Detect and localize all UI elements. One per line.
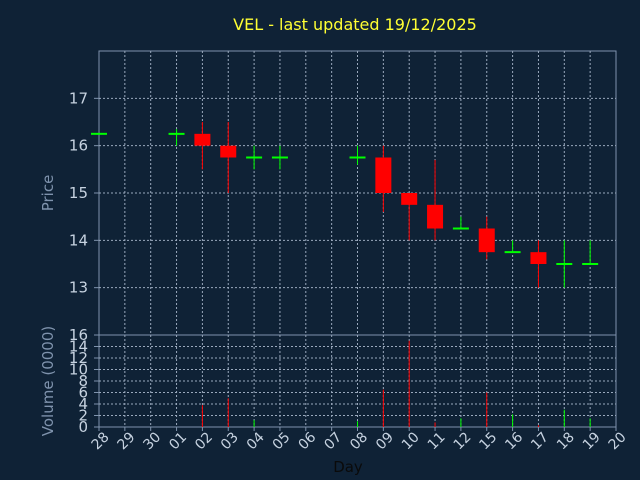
- x-tick-label: 04: [244, 429, 268, 453]
- y-axis-label: Price: [39, 175, 57, 212]
- candle-body: [427, 204, 444, 229]
- candle-body: [220, 145, 237, 158]
- tick-labels: 28 29 30 01 02 03 04 05 06 07 08 09 10 11 12 15 16 17 18 19…: [69, 89, 630, 453]
- x-tick-label: 12: [451, 429, 475, 453]
- price-tick-label: 15: [69, 184, 88, 202]
- x-tick-label: 06: [295, 429, 319, 453]
- candle-body: [530, 252, 547, 264]
- candle-body: [401, 193, 418, 205]
- price-tick-label: 14: [69, 231, 88, 249]
- price-tick-label: 17: [69, 89, 88, 107]
- price-tick-label: 16: [69, 137, 88, 155]
- volume-tick-label: 16: [69, 326, 88, 344]
- x-tick-label: 03: [218, 429, 242, 453]
- x-tick-label: 11: [425, 429, 449, 453]
- x-tick-label: 18: [554, 429, 578, 453]
- volume-bars: [201, 340, 591, 427]
- x-tick-label: 15: [476, 429, 500, 453]
- candle-body: [478, 228, 495, 253]
- x-tick-label: 29: [115, 429, 139, 453]
- volume-tick-label: 10: [69, 361, 88, 379]
- x-tick-label: 02: [192, 429, 216, 453]
- volume-tick-label: 2: [78, 407, 88, 425]
- volume-tick-label: 0: [78, 418, 88, 436]
- x-tick-label: 19: [580, 429, 604, 453]
- volume-tick-label: 4: [78, 395, 88, 413]
- x-tick-label: 20: [606, 429, 630, 453]
- volume-axis-label: Volume (0000): [39, 326, 57, 436]
- x-tick-label: 09: [373, 429, 397, 453]
- x-tick-label: 16: [502, 429, 526, 453]
- volume-tick-label: 14: [69, 338, 88, 356]
- volume-tick-label: 8: [78, 372, 88, 390]
- x-tick-label: 07: [321, 429, 345, 453]
- volume-tick-label: 6: [78, 384, 88, 402]
- x-axis-label: Day: [333, 458, 363, 476]
- x-tick-label: 17: [528, 429, 552, 453]
- x-tick-label: 05: [270, 429, 294, 453]
- x-tick-label: 28: [89, 429, 113, 453]
- x-tick-label: 08: [347, 429, 371, 453]
- x-tick-label: 01: [166, 429, 190, 453]
- candle-body: [375, 157, 392, 193]
- x-tick-label: 30: [140, 429, 164, 453]
- candle-body: [194, 133, 211, 146]
- chart-title: VEL - last updated 19/12/2025: [233, 15, 477, 34]
- volume-tick-label: 12: [69, 349, 88, 367]
- grid-layer: [99, 51, 616, 427]
- price-tick-label: 13: [69, 279, 88, 297]
- candles: [91, 122, 599, 288]
- x-tick-label: 10: [399, 429, 423, 453]
